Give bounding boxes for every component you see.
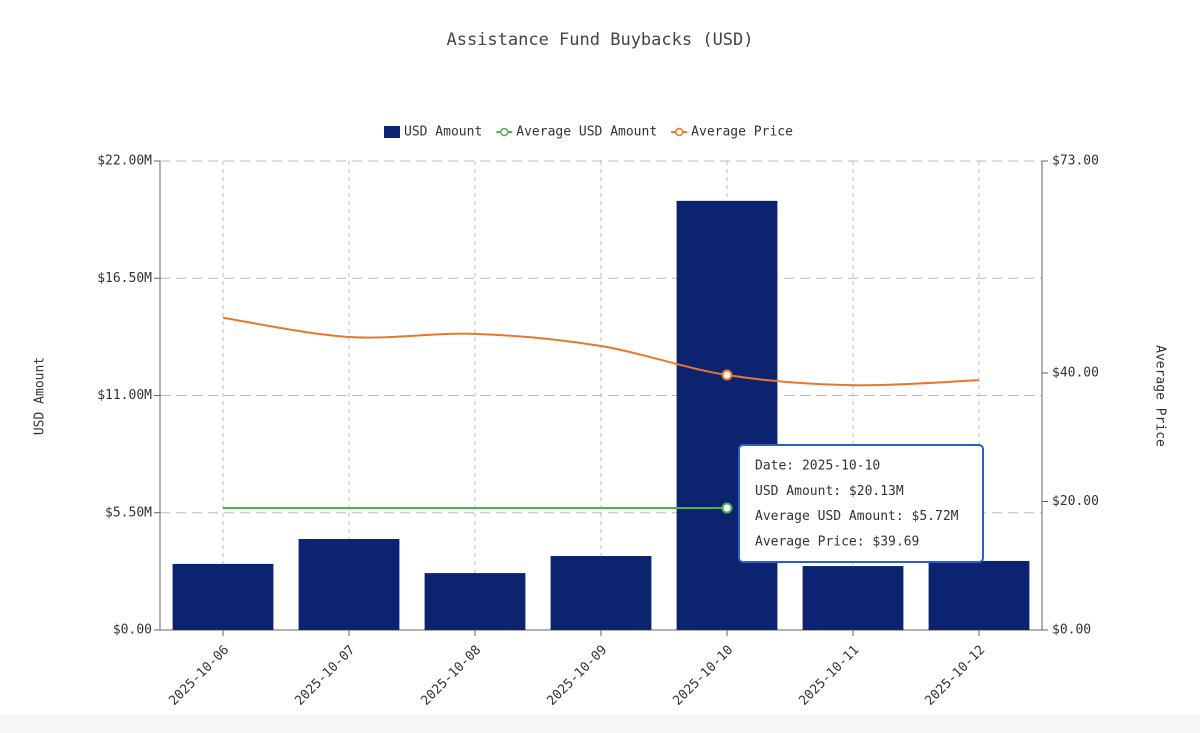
bar [676,200,778,631]
tooltip-line: Date: 2025-10-10 [755,459,880,474]
y-tick-label: $11.00M [97,388,152,403]
x-tick-label: 2025-10-09 [544,643,610,709]
hover-point [721,502,733,514]
tooltip-box [738,444,984,563]
bar [928,560,1030,630]
y2-tick-label: $0.00 [1052,623,1091,638]
y-tick-label: $22.00M [97,154,152,169]
tooltip-line: USD Amount: $20.13M [755,484,904,499]
bar [172,563,274,630]
y-tick-label: $0.00 [113,623,152,638]
y-tick-label: $5.50M [105,505,152,520]
legend-swatch-dot [500,127,509,137]
tooltip-line: Average USD Amount: $5.72M [755,509,959,524]
y2-tick-label: $40.00 [1052,366,1099,381]
y-axis-title: USD Amount [33,357,48,435]
bar [802,566,904,630]
legend: USD Amount Average USD Amount Average Pric… [384,125,793,140]
legend-label: USD Amount [404,125,482,140]
x-tick-label: 2025-10-07 [292,643,358,709]
y2-axis-title: Average Price [1153,345,1168,447]
y2-tick-label: $20.00 [1052,494,1099,509]
bar [298,538,400,630]
hover-point [721,369,733,381]
line-series [222,316,980,387]
bar [424,573,526,630]
y2-tick-label: $73.00 [1052,154,1099,169]
footer-strip [0,715,1200,733]
tooltip-line: Average Price: $39.69 [755,534,919,549]
x-tick-label: 2025-10-10 [670,643,736,709]
chart-title: Assistance Fund Buybacks (USD) [446,30,753,50]
x-tick-label: 2025-10-12 [922,643,988,709]
legend-label: Average Price [691,125,793,140]
bar [550,556,652,630]
legend-swatch [384,126,400,138]
y-tick-label: $16.50M [97,271,152,286]
legend-swatch-dot [674,127,684,137]
legend-label: Average USD Amount [516,125,657,140]
x-tick-label: 2025-10-11 [796,643,862,709]
tooltip: Date: 2025-10-10 USD Amount: $20.13M Avera… [738,444,984,563]
x-tick-label: 2025-10-08 [418,643,484,709]
x-tick-label: 2025-10-06 [166,643,232,709]
